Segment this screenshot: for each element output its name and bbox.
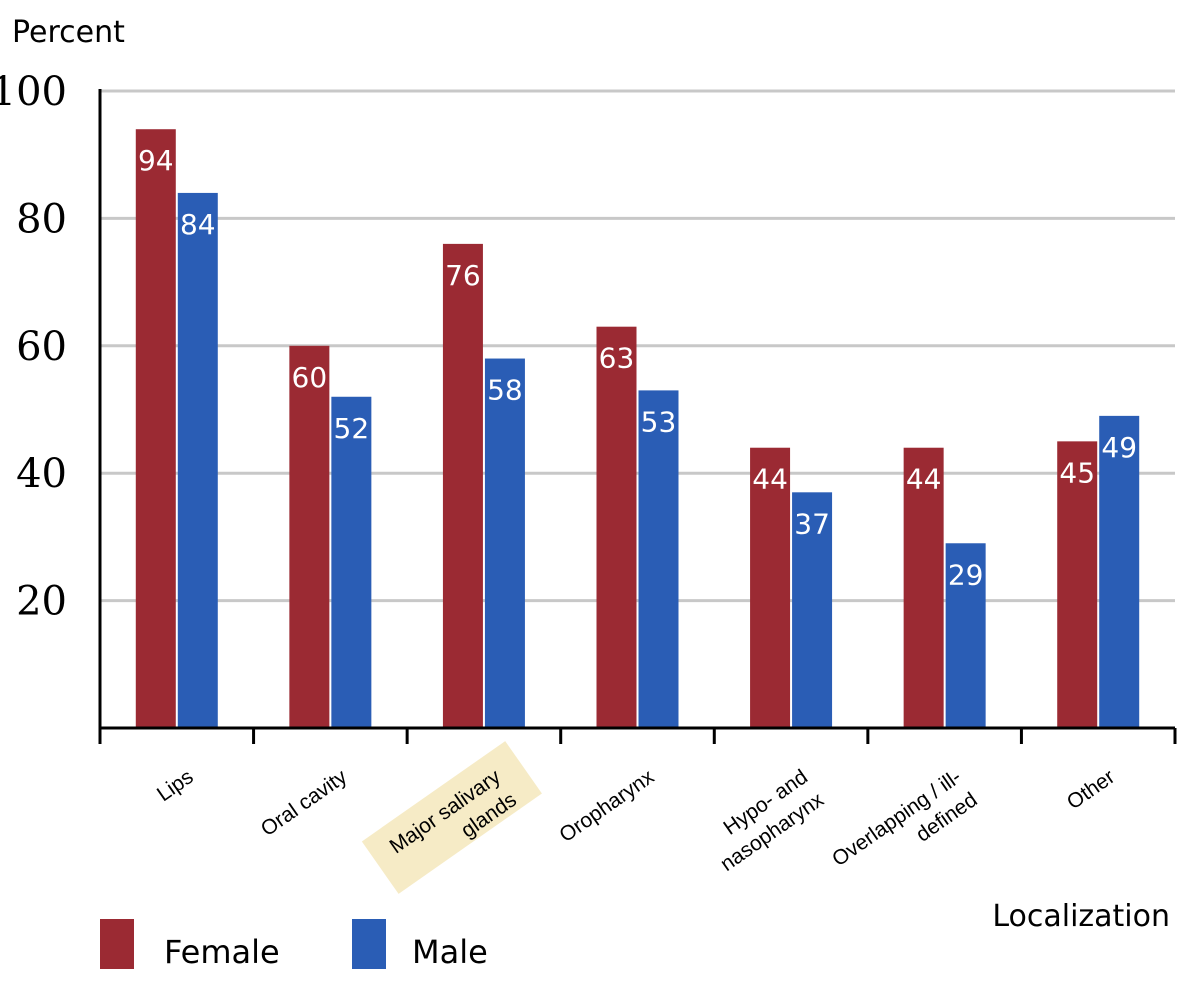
y-tick-label: 60: [16, 324, 67, 370]
male-bar: [945, 543, 986, 728]
male-bar: [1099, 415, 1140, 728]
male-value-label: 53: [641, 405, 677, 438]
male-value-label: 58: [487, 374, 523, 407]
y-axis-title: Percent: [12, 15, 125, 50]
gridlines: [100, 89, 1175, 603]
female-value-label: 76: [445, 259, 481, 292]
male-bar: [331, 396, 372, 728]
x-tick-label: Oropharynx: [555, 765, 658, 847]
male-value-label: 84: [180, 208, 216, 241]
y-tick-label: 20: [16, 579, 67, 625]
legend: Female Male: [100, 919, 488, 971]
y-tick-label: 80: [16, 196, 67, 242]
female-value-label: 94: [138, 144, 174, 177]
female-legend-swatch: [100, 919, 134, 969]
male-value-label: 29: [948, 558, 984, 591]
male-value-label: 52: [334, 412, 370, 445]
x-tick-label: Lips: [153, 765, 198, 806]
y-tick-label: 100: [0, 69, 67, 115]
x-tick-label: Oral cavity: [257, 765, 352, 841]
female-bar: [289, 345, 330, 728]
male-legend-swatch: [352, 919, 386, 969]
male-value-label: 37: [794, 507, 830, 540]
x-axis-title: Localization: [992, 899, 1170, 934]
female-bar: [903, 447, 944, 728]
female-bar: [596, 326, 637, 728]
male-bar: [792, 492, 833, 728]
female-bar: [135, 129, 176, 729]
x-tick-label-group: Overlapping / ill-defined: [828, 765, 982, 871]
y-tick-labels: 20 40 60 80 100: [0, 69, 67, 625]
female-value-label: 60: [292, 361, 328, 394]
female-value-label: 44: [752, 463, 788, 496]
female-value-label: 44: [906, 463, 942, 496]
x-tick-label-group: Lips: [153, 765, 198, 806]
axes: [98, 89, 1177, 744]
x-tick-label: Other: [1063, 765, 1119, 814]
male-bar: [638, 390, 679, 728]
female-legend-label: Female: [164, 933, 280, 971]
female-bar: [750, 447, 791, 728]
y-tick-label: 40: [16, 451, 67, 497]
male-bar: [177, 192, 218, 729]
category-highlight: [361, 741, 542, 894]
female-value-label: 63: [599, 342, 635, 375]
x-tick-label-group: Oral cavity: [257, 765, 352, 841]
male-value-label: 49: [1101, 431, 1137, 464]
x-tick-label-group: Oropharynx: [555, 765, 658, 847]
male-bar: [484, 358, 525, 728]
female-value-label: 45: [1059, 456, 1095, 489]
female-bar: [1057, 441, 1098, 728]
female-bar: [442, 243, 483, 728]
male-legend-label: Male: [412, 933, 488, 971]
x-tick-label-group: Other: [1063, 765, 1119, 814]
